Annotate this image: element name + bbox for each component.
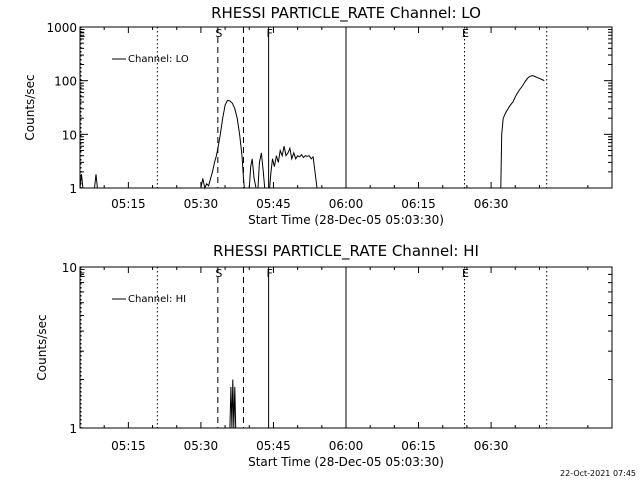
y-tick-label: 1000 [46, 21, 77, 35]
x-tick-label: 05:15 [111, 197, 146, 211]
y-tick-label: 1 [69, 422, 77, 436]
marker-label: S [215, 267, 222, 280]
x-axis-label: Start Time (28-Dec-05 05:03:30) [248, 213, 444, 227]
x-tick-label: 05:45 [256, 439, 291, 453]
x-tick-label: 05:30 [184, 197, 219, 211]
series-line [269, 146, 318, 189]
series-line [500, 74, 545, 189]
marker-label: E [462, 267, 469, 280]
series-line [200, 99, 245, 190]
chart-title: RHESSI PARTICLE_RATE Channel: LO [211, 4, 481, 23]
marker-label: F [266, 27, 272, 40]
x-tick-label: 05:45 [256, 197, 291, 211]
x-tick-label: 06:15 [401, 197, 436, 211]
marker-label: E [78, 27, 85, 40]
panel-channel-lo: RHESSI PARTICLE_RATE Channel: LO 05:15 05:… [23, 4, 613, 227]
x-tick-label: 06:15 [401, 439, 436, 453]
legend-label: Channel: HI [128, 294, 186, 305]
marker-label: F [266, 267, 272, 280]
x-tick-label: 06:00 [329, 439, 364, 453]
y-tick-label: 1 [69, 182, 77, 196]
y-axis-label: Counts/sec [23, 74, 37, 140]
series-line [229, 379, 237, 429]
x-tick-label: 06:00 [329, 197, 364, 211]
timestamp: 22-Oct-2021 07:45 [560, 469, 636, 478]
y-tick-label: 10 [62, 128, 77, 142]
x-axis-label: Start Time (28-Dec-05 05:03:30) [248, 455, 444, 469]
x-tick-label: 05:30 [184, 439, 219, 453]
marker-label: S [215, 27, 222, 40]
series-line [79, 174, 84, 189]
series-line [248, 158, 257, 189]
series-line [94, 174, 98, 189]
legend-label: Channel: LO [128, 54, 189, 65]
x-tick-label: 06:30 [474, 197, 509, 211]
y-tick-label: 100 [54, 75, 77, 89]
marker-label: E [462, 27, 469, 40]
x-tick-label: 06:30 [474, 439, 509, 453]
chart-title: RHESSI PARTICLE_RATE Channel: HI [213, 242, 479, 261]
panel-channel-hi: RHESSI PARTICLE_RATE Channel: HI 05:15 05:… [35, 242, 613, 469]
y-tick-label: 10 [62, 261, 77, 275]
x-tick-label: 05:15 [111, 439, 146, 453]
y-axis-label: Counts/sec [35, 314, 49, 380]
marker-label: E [78, 267, 85, 280]
series-line [257, 152, 266, 189]
